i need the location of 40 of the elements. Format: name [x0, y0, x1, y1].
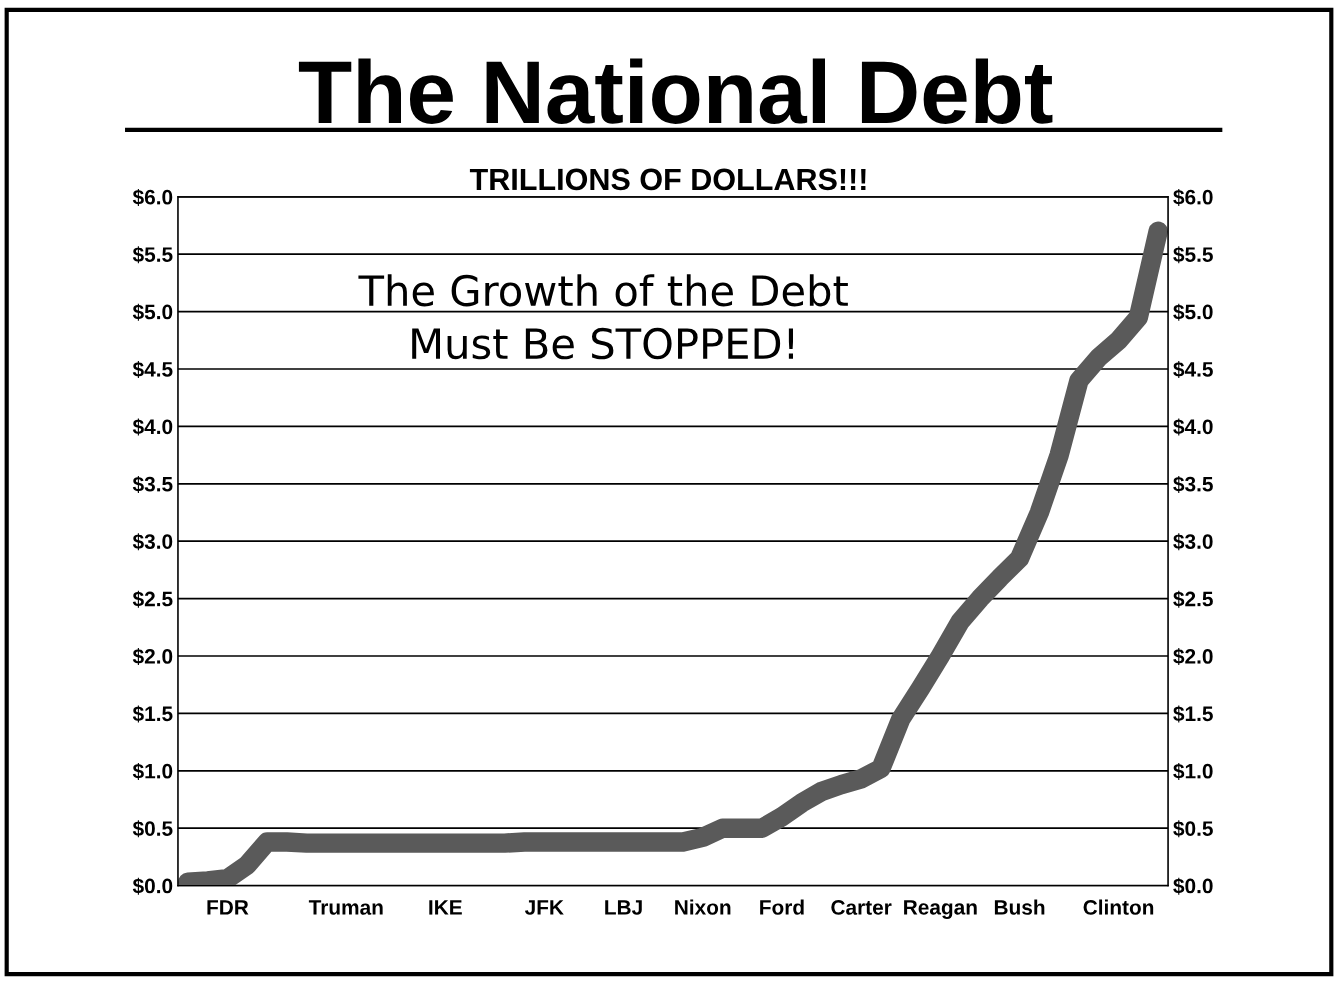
y2-tick-label: $5.5: [1173, 246, 1213, 264]
y-tick-label: $3.0: [132, 533, 173, 551]
y-tick-label: $3.5: [132, 475, 173, 493]
chart-subtitle: TRILLIONS OF DOLLARS!!!: [469, 168, 866, 191]
y2-tick-label: $1.0: [1173, 762, 1213, 780]
y2-tick-label: $2.0: [1173, 648, 1213, 666]
y2-tick-label: $0.5: [1173, 820, 1213, 838]
x-tick-label: Ford: [760, 899, 804, 915]
x-tick-label: IKE: [429, 900, 462, 915]
y2-tick-label: $5.0: [1173, 303, 1213, 321]
y2-tick-label: $3.0: [1173, 533, 1213, 551]
y2-tick-label: $0.0: [1173, 877, 1213, 895]
x-tick-label: Bush: [994, 899, 1045, 915]
annotation: The Growth of the Debt Must Be STOPPED!: [358, 274, 848, 360]
x-tick-label: Reagan: [904, 900, 977, 919]
y-tick-label: $1.0: [132, 762, 173, 780]
y-tick-label: $2.5: [132, 590, 173, 608]
y2-tick-label: $6.0: [1173, 188, 1213, 206]
x-tick-label: Clinton: [1083, 899, 1154, 915]
y-tick-label: $5.5: [132, 246, 173, 264]
x-tick-label: JFK: [524, 900, 564, 915]
y2-tick-label: $4.0: [1173, 418, 1213, 436]
y-tick-label: $4.0: [132, 418, 173, 436]
x-tick-label: LBJ: [605, 900, 642, 915]
y-tick-label: $6.0: [132, 188, 173, 206]
x-tick-label: Carter: [831, 900, 892, 915]
y2-tick-label: $1.5: [1173, 705, 1213, 723]
x-tick-label: FDR: [207, 900, 249, 915]
y-tick-label: $0.5: [132, 820, 173, 838]
y2-tick-label: $4.5: [1173, 361, 1213, 379]
y-tick-label: $0.0: [132, 877, 173, 895]
y-tick-label: $2.0: [132, 648, 173, 666]
x-tick-label: Nixon: [675, 899, 731, 915]
y-tick-label: $1.5: [132, 705, 173, 723]
y2-tick-label: $3.5: [1173, 475, 1213, 493]
chart-title: The National Debt: [298, 58, 1053, 124]
y-tick-label: $4.5: [132, 361, 173, 379]
x-tick-label: Truman: [308, 900, 383, 915]
y2-tick-label: $2.5: [1173, 590, 1213, 608]
y-tick-label: $5.0: [132, 303, 173, 321]
